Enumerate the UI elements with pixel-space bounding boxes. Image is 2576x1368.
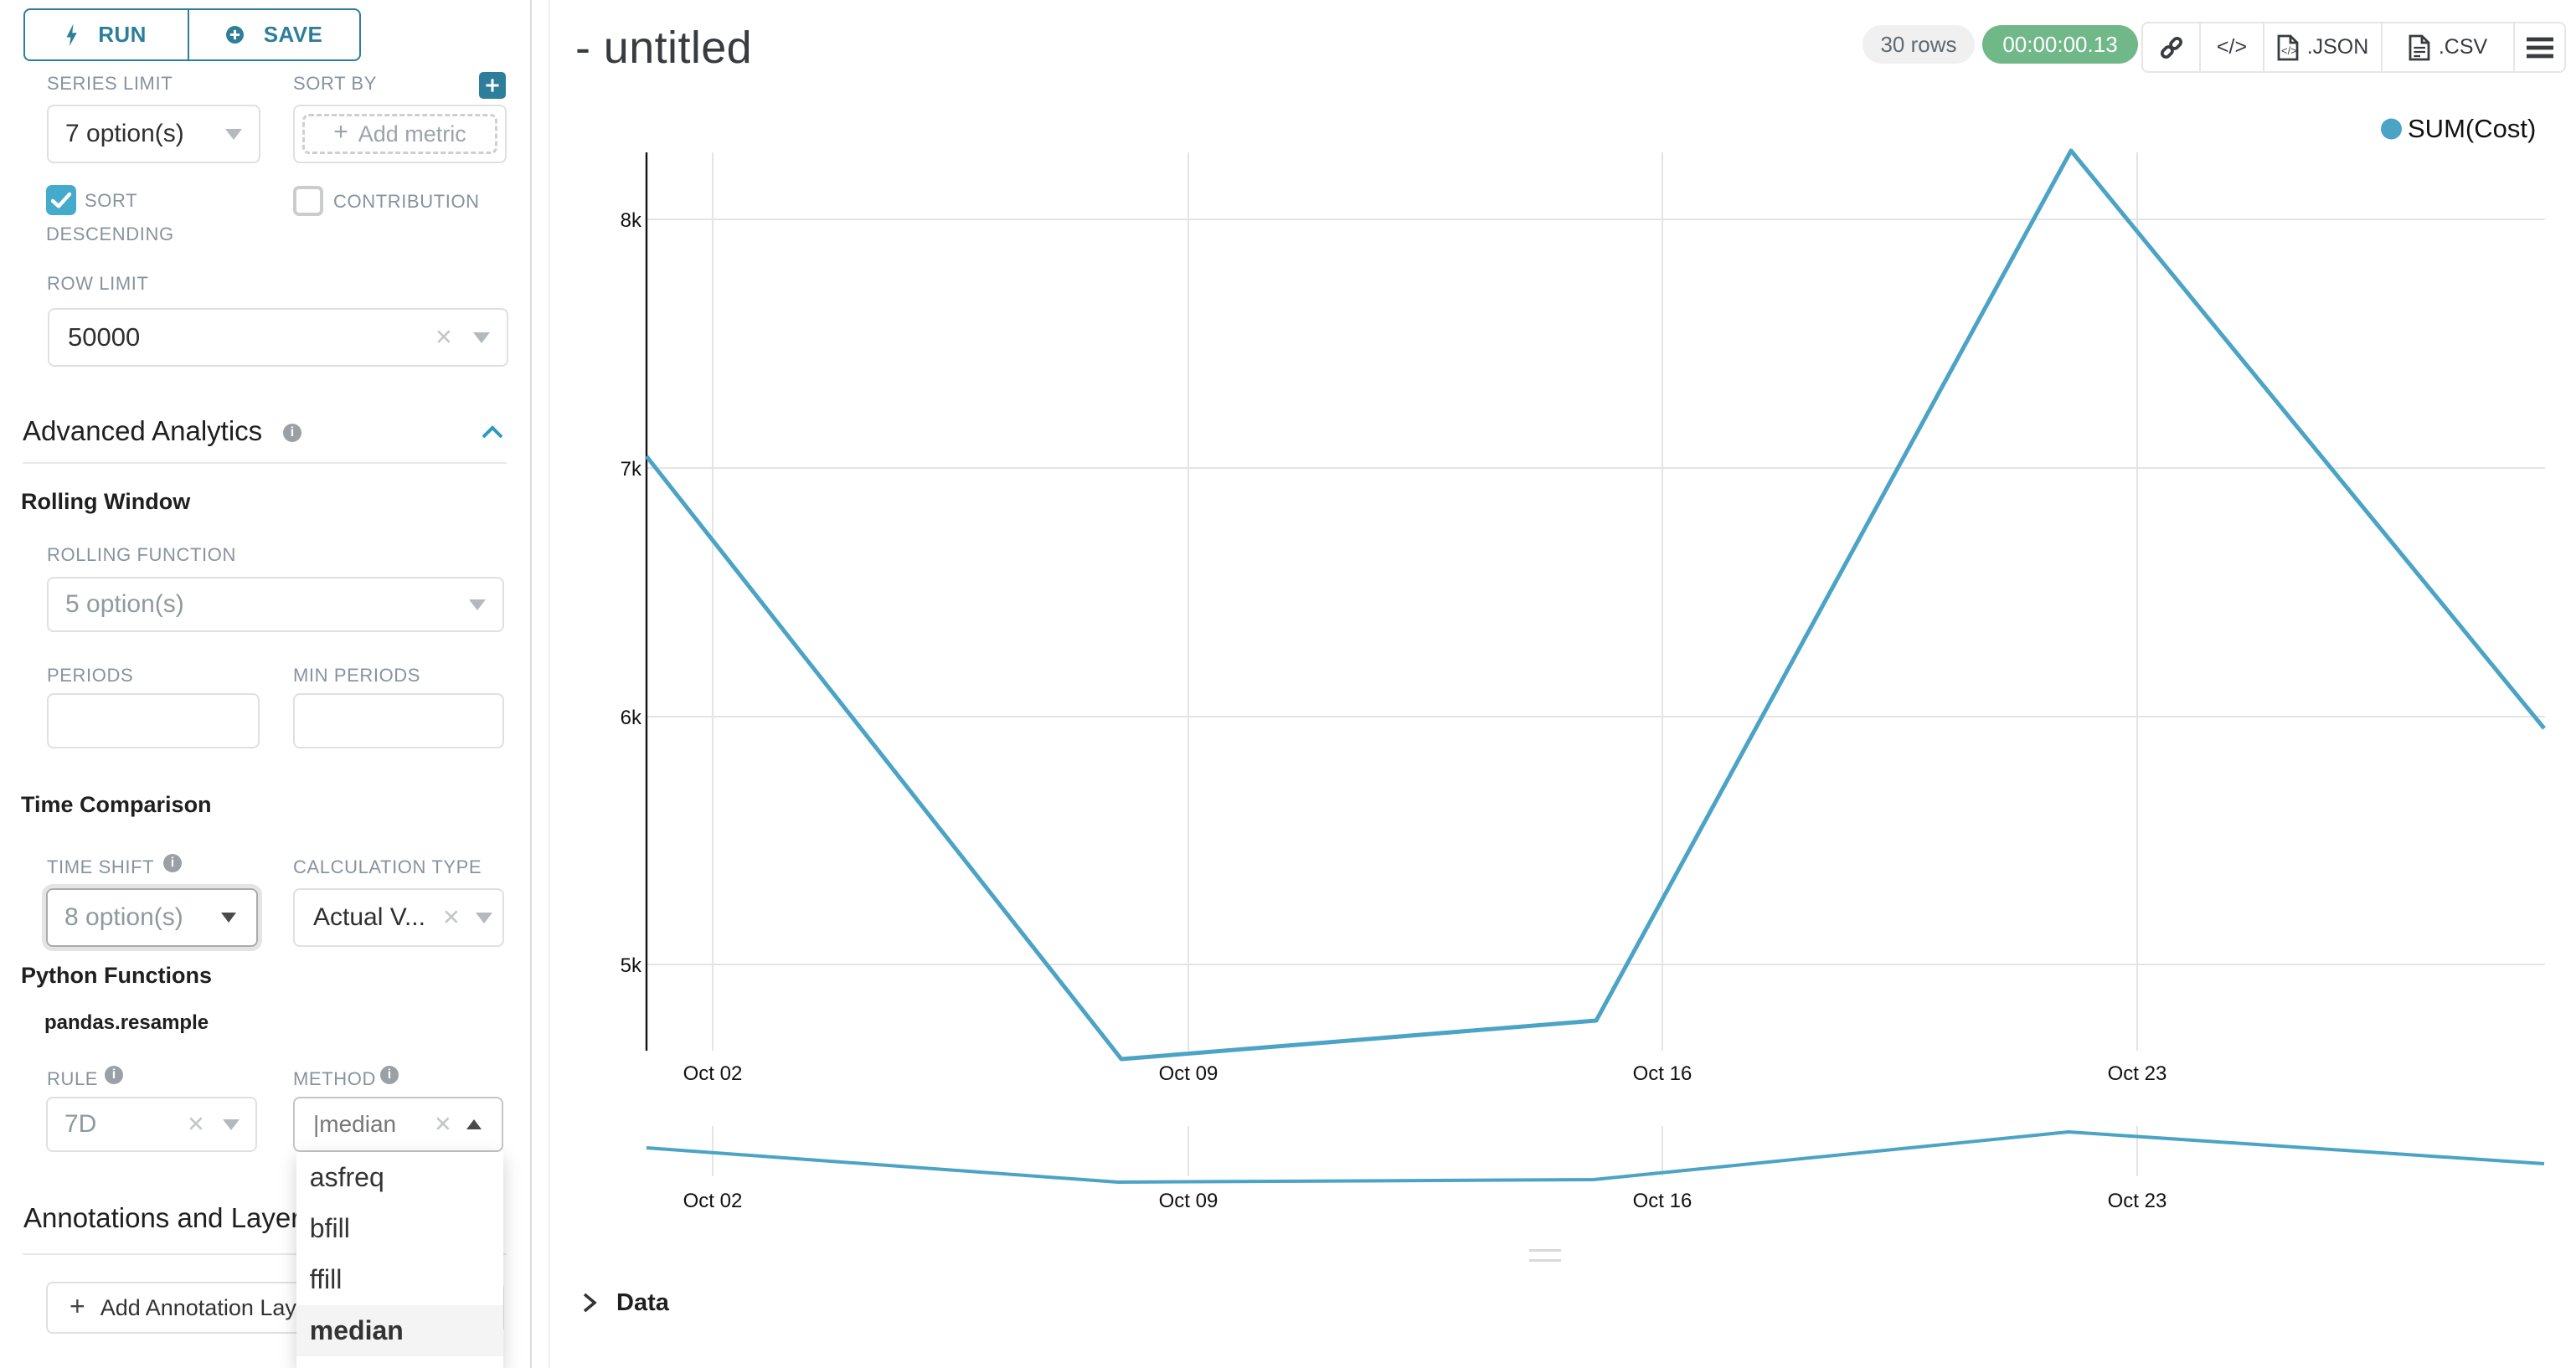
svg-text:7k: 7k xyxy=(621,458,642,481)
svg-text:5k: 5k xyxy=(621,954,642,977)
svg-text:Oct 16: Oct 16 xyxy=(1633,1190,1692,1212)
svg-text:Oct 23: Oct 23 xyxy=(2108,1190,2167,1212)
svg-text:Oct 09: Oct 09 xyxy=(1159,1062,1218,1085)
svg-text:</>: </> xyxy=(2281,44,2297,57)
svg-text:Oct 09: Oct 09 xyxy=(1159,1190,1218,1212)
svg-text:Oct 02: Oct 02 xyxy=(683,1190,743,1212)
svg-text:SUM(Cost): SUM(Cost) xyxy=(2408,114,2536,143)
svg-text:Oct 23: Oct 23 xyxy=(2108,1062,2167,1085)
svg-text:Oct 16: Oct 16 xyxy=(1633,1062,1692,1085)
svg-text:Oct 02: Oct 02 xyxy=(683,1062,743,1085)
svg-text:6k: 6k xyxy=(621,707,642,729)
svg-text:8k: 8k xyxy=(621,209,642,232)
